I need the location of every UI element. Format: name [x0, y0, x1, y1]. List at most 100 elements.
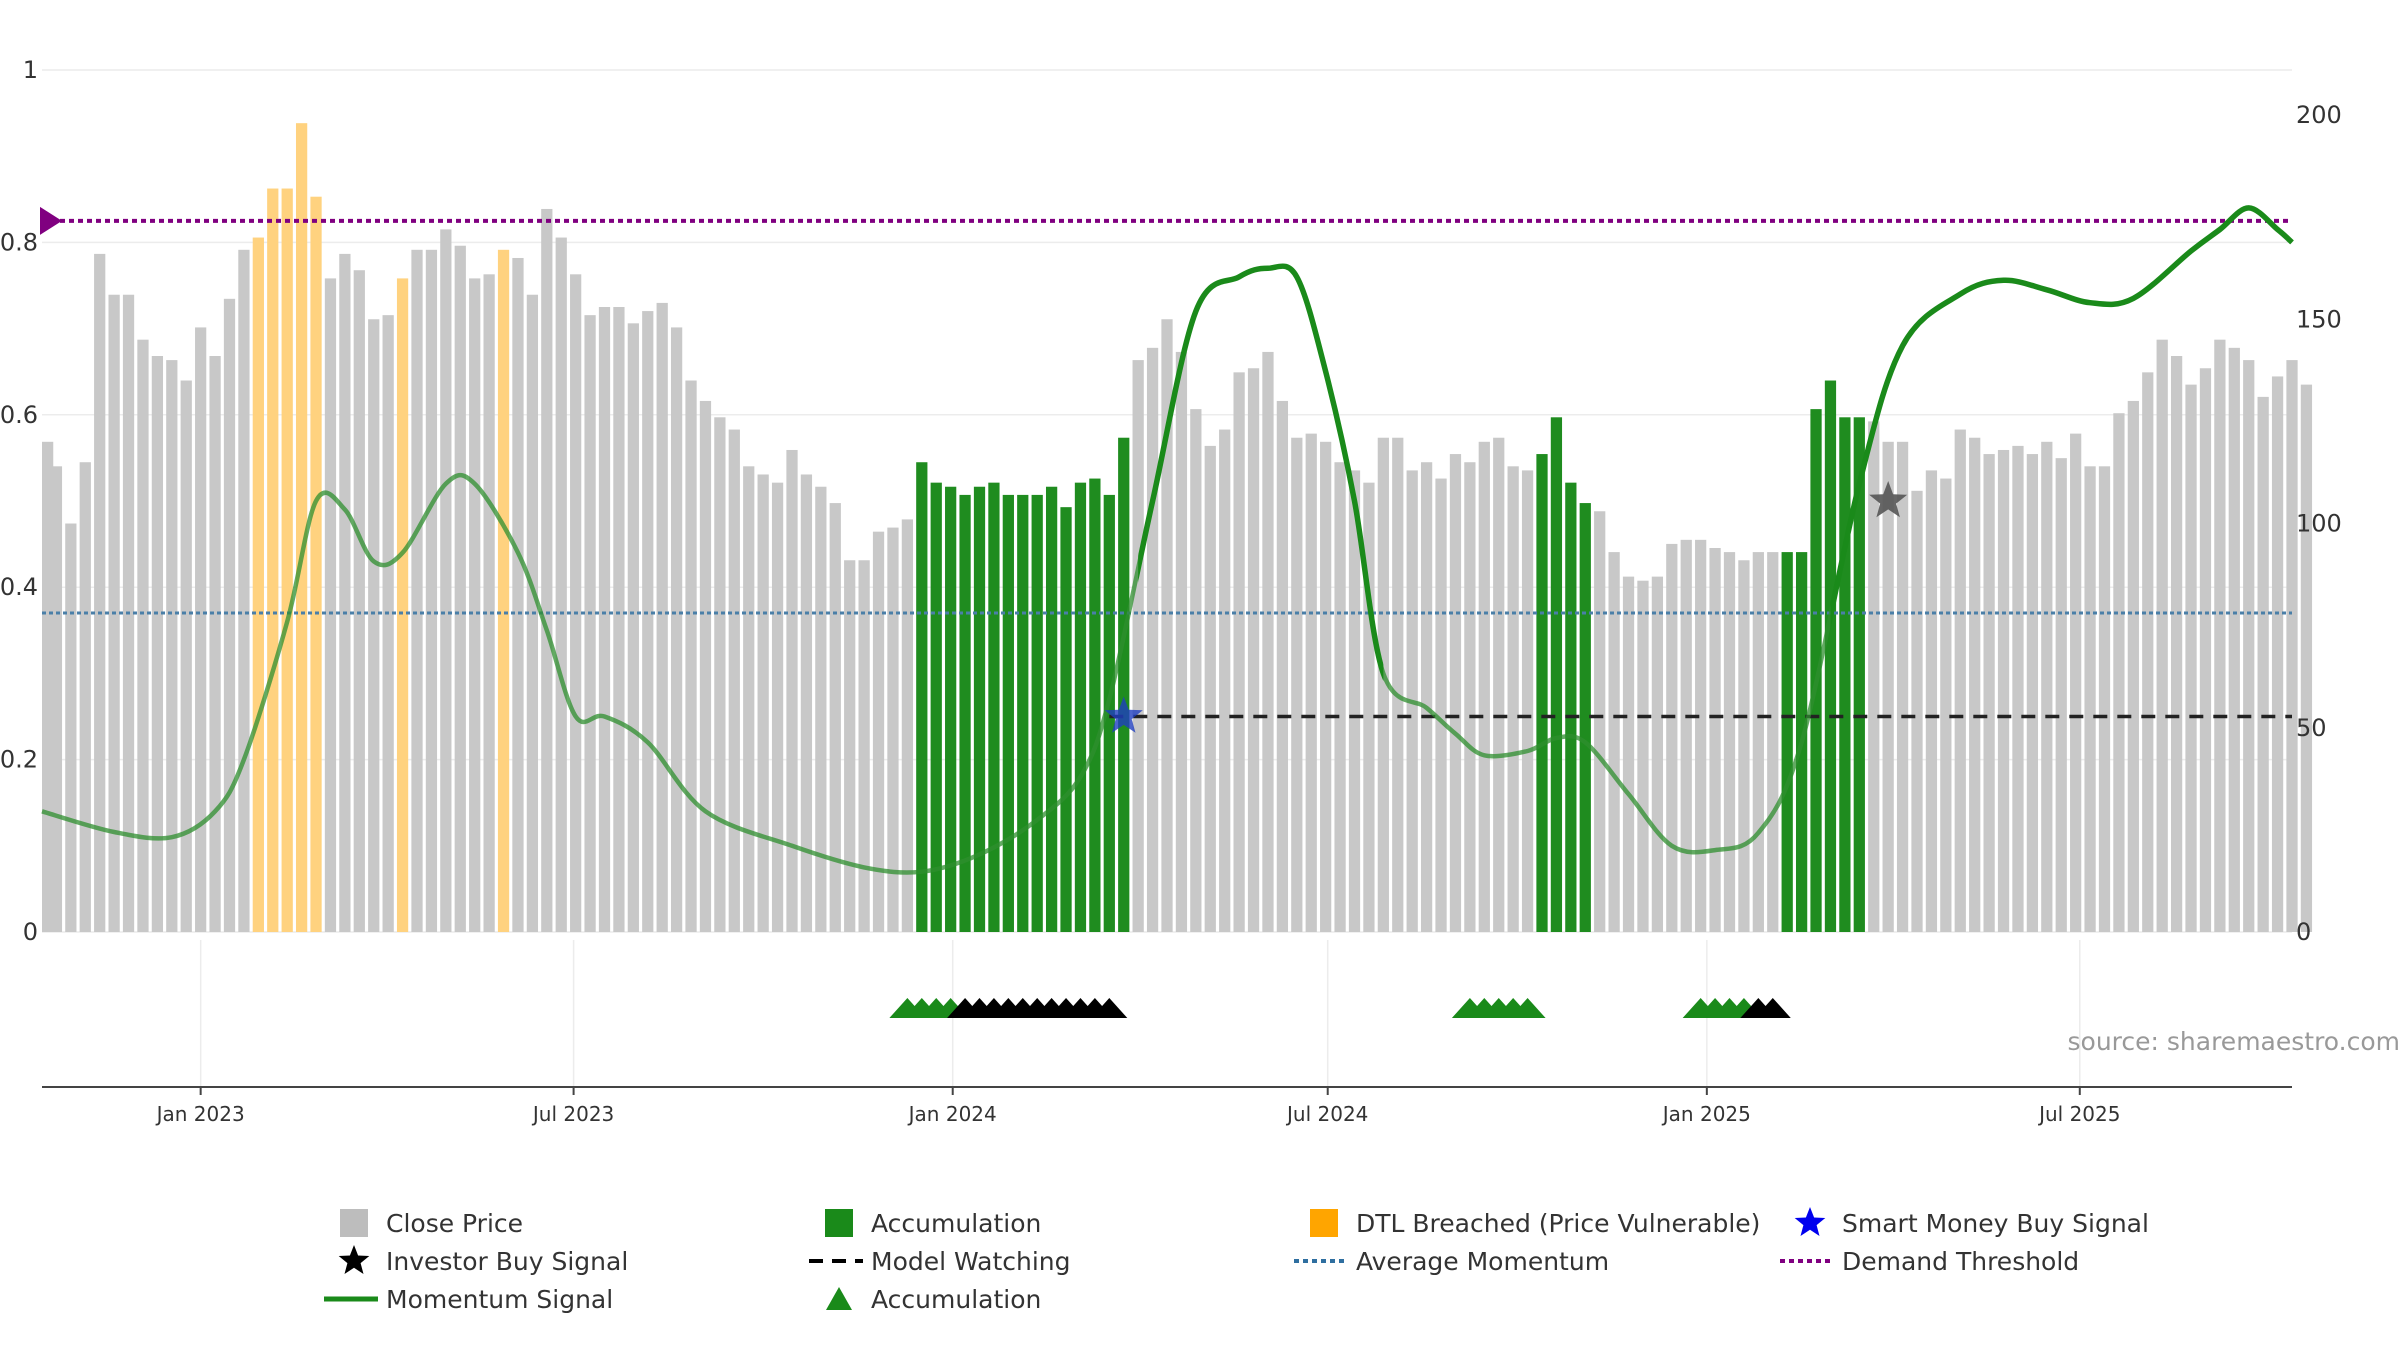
price-bar: [1464, 462, 1476, 932]
price-bar: [1175, 351, 1188, 932]
price-bar: [1377, 437, 1389, 932]
price-bar: [613, 307, 625, 932]
price-bar: [743, 466, 755, 932]
price-bar: [339, 253, 351, 932]
price-bar: [642, 311, 654, 933]
price-bar: [887, 527, 899, 932]
price-bar: [570, 274, 582, 932]
purple-dotted-line-icon: [1776, 1243, 1836, 1279]
price-bar: [930, 482, 942, 932]
price-bar: [598, 307, 611, 932]
price-bar: [1219, 429, 1231, 932]
price-bar: [670, 327, 683, 932]
legend-label: Investor Buy Signal: [386, 1246, 629, 1276]
price-bar: [295, 123, 308, 933]
legend-label: Momentum Signal: [386, 1284, 614, 1314]
y-left-tick-label: 1: [23, 56, 38, 84]
price-bar: [1334, 462, 1346, 932]
price-bar: [1997, 449, 2010, 932]
source-watermark: source: sharemaestro.com: [2068, 1027, 2400, 1056]
price-bar: [2142, 372, 2154, 933]
y-right-tick-label: 50: [2296, 714, 2327, 742]
price-bar: [1060, 507, 1072, 932]
legend-accumulation-marker: Accumulation: [805, 1281, 1041, 1317]
accumulation-triangle: [1091, 998, 1128, 1018]
price-bar: [1420, 462, 1433, 932]
price-bar: [1969, 437, 1981, 932]
price-bar: [396, 278, 409, 932]
y-right-tick-label: 150: [2296, 305, 2342, 333]
price-bar: [1637, 580, 1649, 932]
price-bar: [2012, 445, 2024, 932]
price-bar: [1666, 543, 1678, 932]
price-bar: [1896, 441, 1909, 932]
price-bar: [42, 441, 54, 932]
legend-momentum-signal: Momentum Signal: [320, 1281, 613, 1317]
price-bar: [1247, 368, 1260, 932]
price-bar: [1738, 560, 1750, 932]
price-bar: [1579, 503, 1591, 932]
green-triangle-icon: [805, 1281, 865, 1317]
price-bar: [238, 249, 250, 932]
price-bar: [2026, 454, 2039, 932]
price-bar: [656, 302, 668, 932]
price-bar: [469, 278, 481, 932]
green-square-icon: [805, 1205, 865, 1241]
price-bar: [79, 462, 91, 932]
price-bar: [1723, 552, 1736, 932]
price-bar: [137, 339, 149, 932]
price-bar: [728, 429, 740, 932]
price-bar: [497, 249, 510, 932]
price-bar: [382, 315, 394, 932]
price-bar: [2055, 458, 2067, 932]
price-bar: [1839, 417, 1851, 932]
price-bar: [50, 466, 63, 932]
price-bar: [1608, 552, 1620, 932]
price-bar: [844, 560, 856, 932]
x-tick-label: Jul 2023: [531, 1102, 614, 1126]
chart-legend: Close Price Accumulation DTL Breached (P…: [0, 1205, 2400, 1345]
price-bar: [959, 494, 971, 932]
price-bar: [1262, 351, 1274, 932]
smart-money-star: [1104, 696, 1143, 733]
price-bar: [1940, 478, 1952, 932]
price-bar: [195, 327, 207, 932]
price-bar: [1089, 478, 1101, 932]
legend-accumulation-bar: Accumulation: [805, 1205, 1041, 1241]
accumulation-triangle: [1754, 998, 1791, 1018]
price-bar: [209, 356, 221, 932]
price-bar: [2257, 396, 2269, 932]
price-bar: [1882, 441, 1894, 932]
price-bar: [1305, 433, 1317, 932]
price-bar: [1363, 482, 1375, 932]
investor-buy-star: [1869, 481, 1908, 518]
price-bar: [1781, 552, 1793, 932]
signal-chart: Jan 2023 Jul 2023 Jan 2024 Jul 2024 Jan 2025…: [0, 56, 2400, 1126]
price-bar: [166, 360, 178, 933]
grey-square-icon: [320, 1205, 380, 1241]
price-bar: [1954, 429, 1966, 932]
orange-square-icon: [1290, 1205, 1350, 1241]
price-bar: [945, 486, 957, 932]
price-bar: [1695, 539, 1707, 932]
price-bar: [1320, 441, 1332, 932]
momentum-signal-line-strong: [1138, 205, 2294, 876]
price-bar: [1709, 548, 1721, 932]
price-bar: [425, 249, 438, 932]
price-bar: [368, 319, 380, 932]
price-bar: [1983, 454, 1995, 932]
price-bar: [584, 315, 596, 932]
y-right-tick-label: 0: [2296, 918, 2311, 946]
price-bar: [916, 462, 928, 932]
price-bar: [771, 482, 784, 932]
price-bar: [1204, 445, 1216, 932]
price-bar: [1031, 494, 1043, 932]
price-bar: [1493, 437, 1505, 932]
accumulation-triangle: [1509, 998, 1546, 1018]
price-bar: [324, 278, 337, 932]
price-bar: [1045, 486, 1058, 932]
price-bar: [512, 257, 524, 933]
price-bar: [988, 482, 1000, 932]
price-bar: [901, 519, 914, 932]
y-left-tick-label: 0: [23, 918, 38, 946]
